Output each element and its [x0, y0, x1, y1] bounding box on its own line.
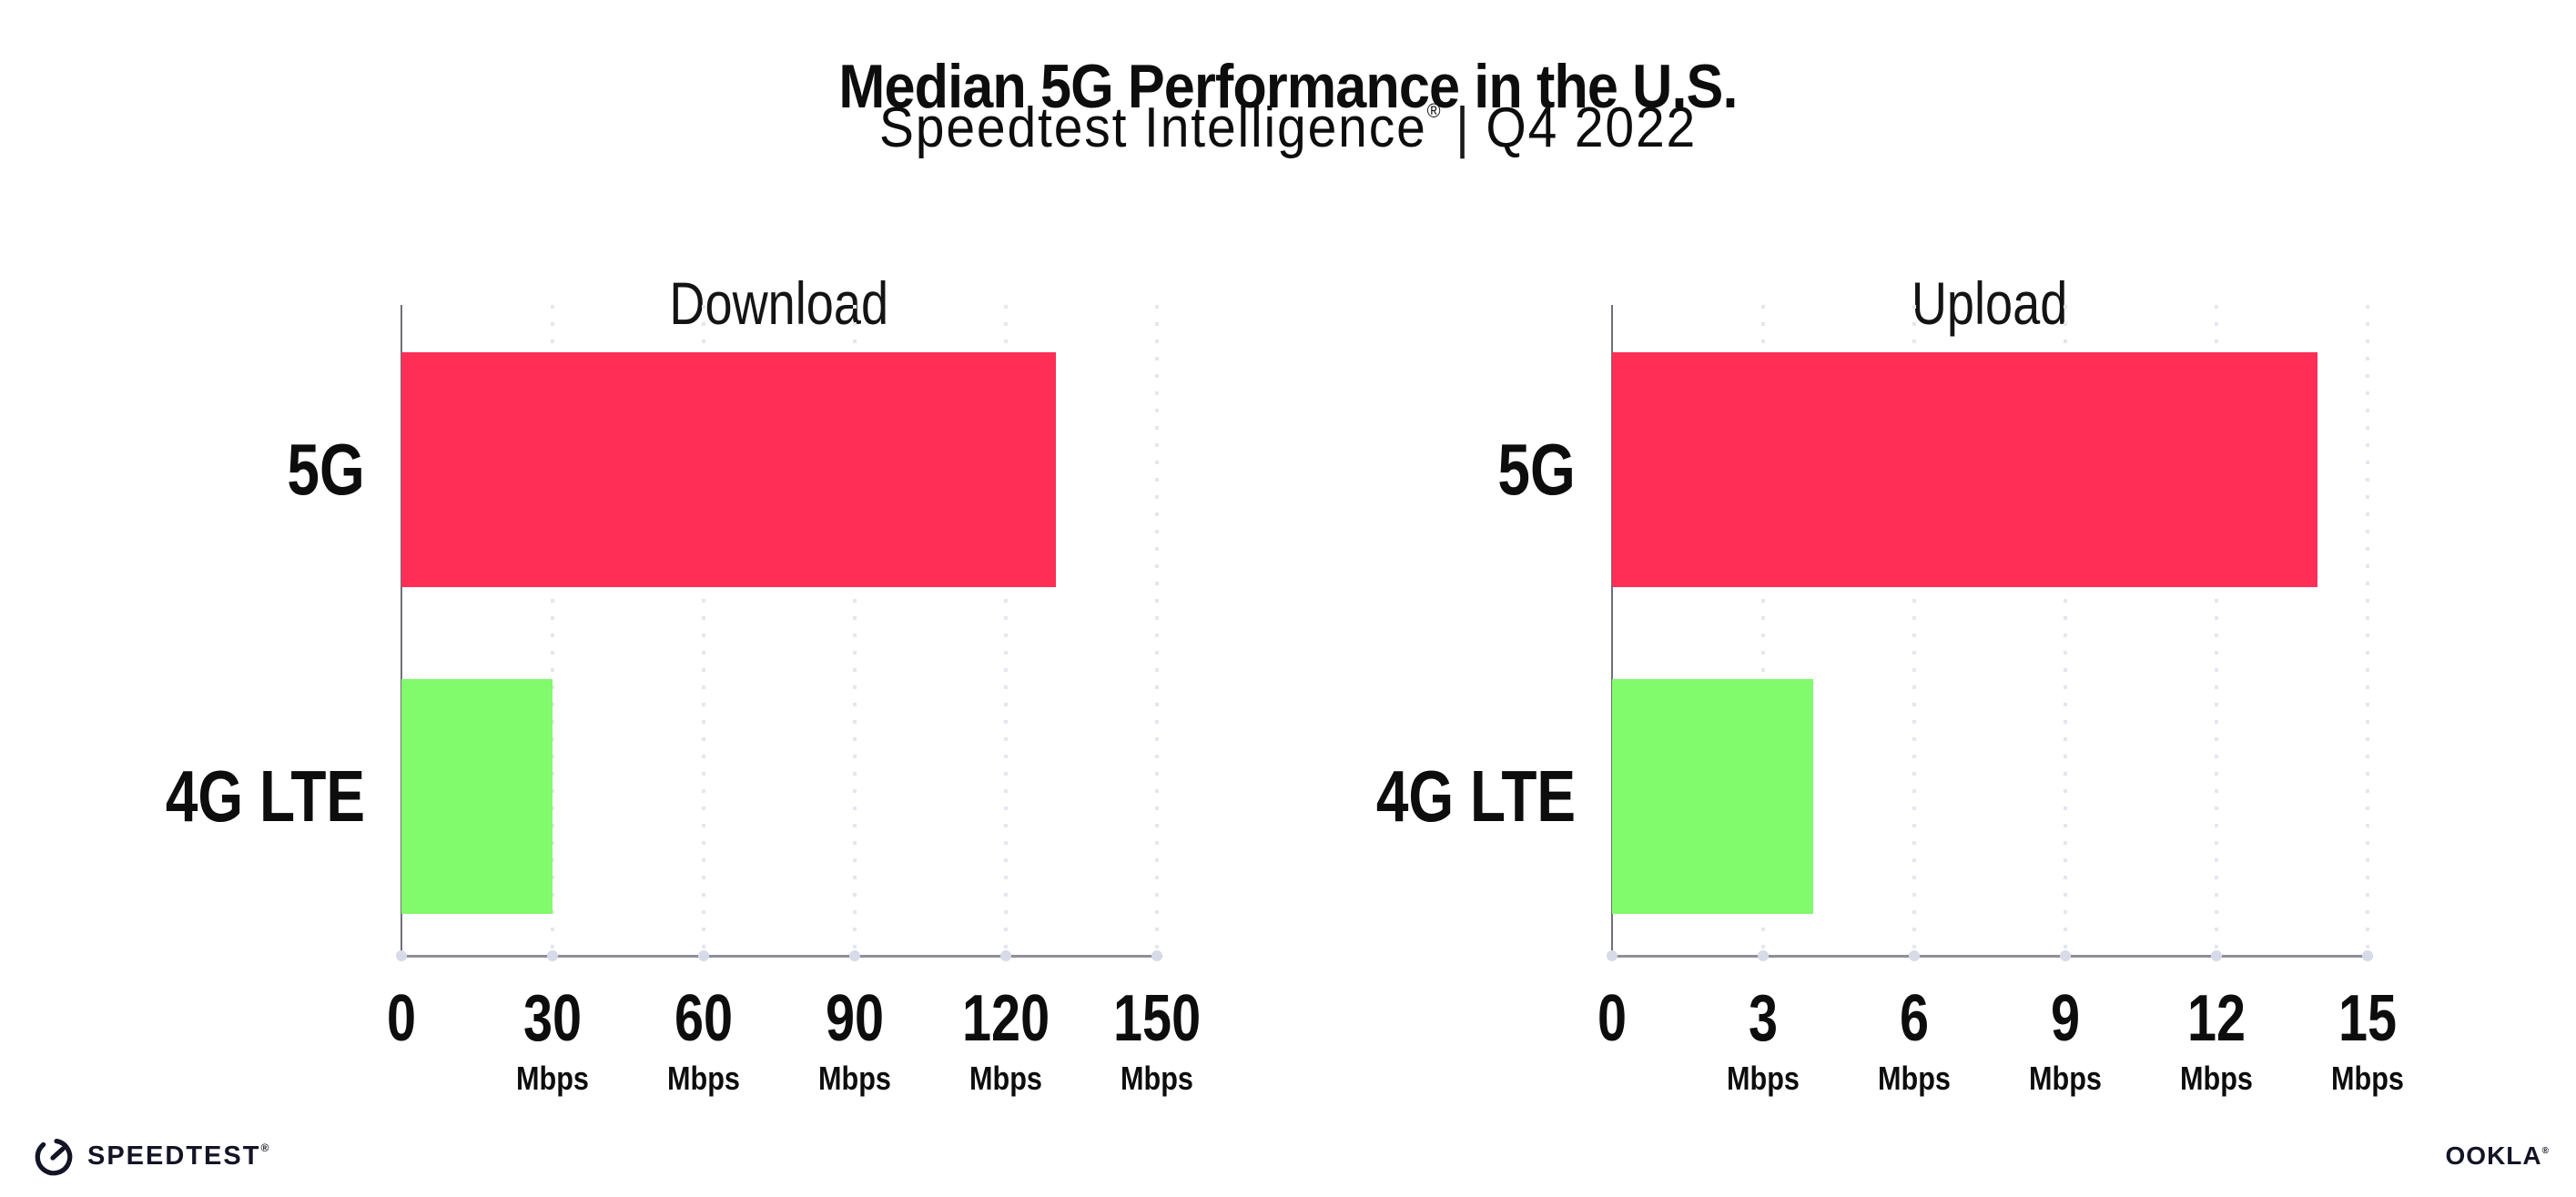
- tick-label-90: 90 Mbps: [745, 986, 964, 1095]
- gridline-120: [1004, 305, 1008, 955]
- tick-value: 6: [1899, 982, 1930, 1055]
- tick-value: 120: [961, 982, 1050, 1055]
- tick-value: 90: [825, 982, 885, 1055]
- tick-value: 30: [522, 982, 583, 1055]
- gridline-3: [1761, 305, 1765, 955]
- tick-unit: Mbps: [667, 1060, 740, 1097]
- tick-dot-15: [2362, 950, 2373, 961]
- tick-unit: Mbps: [1121, 1060, 1193, 1097]
- download-plot-area: 0 30 Mbps 60 Mbps 90 Mbps 120 Mbps 150 Mbps 5G 4G LT…: [166, 305, 1201, 1095]
- tick-label-3: 3 Mbps: [1654, 986, 1872, 1095]
- ookla-logo: OOKLA®: [2446, 1143, 2549, 1169]
- tick-dot-120: [1000, 950, 1011, 961]
- tick-value: 12: [2186, 982, 2246, 1055]
- download-x-axis-line: [400, 955, 1162, 958]
- page-title: Median 5G Performance in the U.S.: [838, 51, 1738, 121]
- tick-unit: Mbps: [2331, 1060, 2404, 1097]
- category-label-text: 4G LTE: [165, 756, 365, 837]
- tick-value: 15: [2338, 982, 2398, 1055]
- tick-label-12: 12 Mbps: [2107, 986, 2326, 1095]
- gridline-15: [2366, 305, 2369, 955]
- tick-dot-30: [547, 950, 558, 961]
- download-chart-title: Download: [669, 269, 889, 337]
- upload-plot-area: 0 3 Mbps 6 Mbps 9 Mbps 12 Mbps 15 Mbps 5G 4G LTE: [1376, 305, 2404, 1095]
- tick-label-30: 30 Mbps: [443, 986, 662, 1095]
- tick-label-60: 60 Mbps: [594, 986, 813, 1095]
- speedtest-logo-text: SPEEDTEST®: [87, 1141, 269, 1171]
- tick-value: 0: [1597, 982, 1628, 1055]
- category-label-text: 5G: [287, 429, 365, 510]
- tick-value: 0: [386, 982, 417, 1055]
- gridline-12: [2215, 305, 2218, 955]
- upload-y-axis-line: [1611, 305, 1613, 957]
- gridline-60: [702, 305, 705, 955]
- category-label-4g-lte: 4G LTE: [116, 760, 365, 833]
- tick-label-120: 120 Mbps: [897, 986, 1115, 1095]
- download-y-axis-line: [401, 305, 402, 957]
- tick-value: 150: [1112, 982, 1202, 1055]
- speedtest-gauge-icon: [35, 1139, 73, 1176]
- gridline-9: [2064, 305, 2067, 955]
- tick-value: 60: [674, 982, 734, 1055]
- tick-value: 9: [2050, 982, 2081, 1055]
- tick-unit: Mbps: [2029, 1060, 2102, 1097]
- category-label-text: 5G: [1497, 429, 1576, 510]
- upload-chart-title: Upload: [1912, 269, 2068, 337]
- bar-4g-lte: [1612, 679, 1813, 914]
- page-subtitle: Speedtest Intelligence® | Q4 2022: [103, 98, 2473, 157]
- tick-label-0: 0: [1503, 986, 1721, 1051]
- tick-unit: Mbps: [818, 1060, 891, 1097]
- tick-value: 3: [1748, 982, 1779, 1055]
- ookla-trademark: ®: [2541, 1146, 2549, 1156]
- tick-dot-9: [2060, 950, 2071, 961]
- tick-dot-90: [849, 950, 860, 961]
- tick-dot-0: [1607, 950, 1618, 961]
- gridline-30: [551, 305, 554, 955]
- bar-5g: [1612, 352, 2317, 587]
- tick-label-9: 9 Mbps: [1956, 986, 2175, 1095]
- gridline-90: [853, 305, 857, 955]
- speedtest-trademark: ®: [260, 1141, 269, 1154]
- subtitle-product: Speedtest Intelligence: [878, 96, 1427, 159]
- tick-unit: Mbps: [1878, 1060, 1951, 1097]
- subtitle-separator: |: [1455, 96, 1471, 159]
- tick-unit: Mbps: [969, 1060, 1042, 1097]
- category-label-4g-lte: 4G LTE: [1326, 760, 1576, 833]
- category-label-text: 4G LTE: [1375, 756, 1576, 837]
- tick-dot-6: [1909, 950, 1920, 961]
- tick-unit: Mbps: [1727, 1060, 1800, 1097]
- tick-dot-12: [2211, 950, 2222, 961]
- bar-4g-lte: [401, 679, 553, 914]
- tick-unit: Mbps: [2180, 1060, 2253, 1097]
- tick-dot-0: [396, 950, 407, 961]
- tick-dot-60: [698, 950, 709, 961]
- tick-dot-3: [1758, 950, 1769, 961]
- tick-label-6: 6 Mbps: [1805, 986, 2023, 1095]
- tick-label-15: 15 Mbps: [2258, 986, 2477, 1095]
- speedtest-logo: SPEEDTEST®: [31, 1132, 269, 1180]
- category-label-5g: 5G: [1478, 433, 1576, 506]
- category-label-5g: 5G: [268, 433, 365, 506]
- gridline-150: [1155, 305, 1159, 955]
- registered-mark: ®: [1426, 99, 1441, 122]
- tick-label-150: 150 Mbps: [1048, 986, 1266, 1095]
- tick-unit: Mbps: [516, 1060, 589, 1097]
- gridline-6: [1912, 305, 1916, 955]
- upload-x-axis-line: [1610, 955, 2373, 958]
- ookla-logo-text: OOKLA: [2445, 1141, 2542, 1170]
- bar-5g: [401, 352, 1056, 587]
- tick-dot-150: [1151, 950, 1162, 961]
- subtitle-period: Q4 2022: [1486, 96, 1698, 159]
- tick-label-0: 0: [292, 986, 511, 1051]
